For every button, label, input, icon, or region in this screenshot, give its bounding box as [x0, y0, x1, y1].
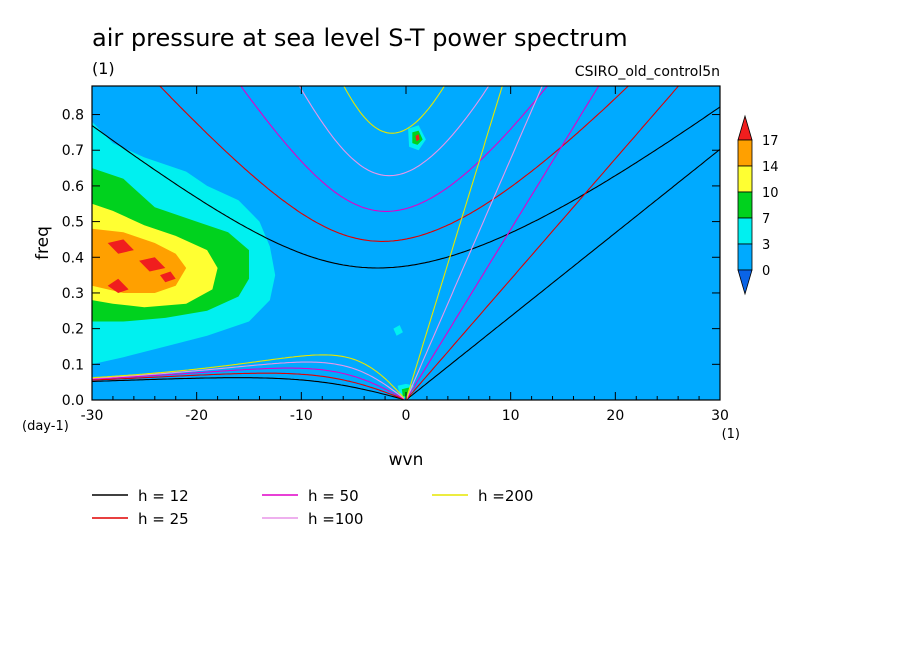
curve-group-4: [92, 86, 503, 400]
dispersion-curves: [92, 86, 720, 400]
power-region-6: [107, 278, 129, 293]
dispersion-curve-inertia-gravity-h12: [92, 106, 720, 269]
dispersion-curve-rossby-h12: [92, 377, 405, 400]
colorbar-arrow-top: [737, 114, 753, 141]
x-tick-label-5: 20: [606, 408, 624, 424]
dispersion-curve-rossby-h50: [92, 367, 405, 400]
x-axis-label: wvn: [389, 450, 424, 470]
colorbar-label-0: 17: [762, 134, 779, 149]
x-tick-label-6: 30: [711, 408, 729, 424]
y-tick-label-7: 0.7: [62, 143, 84, 159]
dispersion-curve-rossby-h200: [92, 354, 405, 399]
colorbar-label-2: 10: [762, 186, 779, 201]
x-tick-label-3: 0: [402, 408, 411, 424]
y-axis-label: freq: [33, 226, 53, 260]
curve-group-2: [92, 86, 600, 400]
legend-label-2: h = 50: [308, 487, 359, 505]
dispersion-curve-kelvin-h200: [405, 86, 503, 400]
dispersion-curve-rossby-h25: [92, 372, 405, 400]
x-tick-label-2: -10: [290, 408, 313, 424]
power-contours: [92, 121, 426, 399]
dispersion-curve-inertia-gravity-h50: [240, 86, 548, 212]
power-region-4: [107, 239, 134, 254]
source-label: CSIRO_old_control5n: [575, 64, 720, 80]
power-region-10: [415, 134, 420, 142]
y-tick-label-8: 0.8: [62, 108, 84, 124]
legend: h = 12 h = 25 h = 50 h =100 h =200: [92, 487, 533, 528]
y-tick-label-6: 0.6: [62, 179, 84, 195]
colorbar-swatch-0: [737, 139, 753, 167]
colorbar-swatch-4: [737, 243, 753, 271]
colorbar-swatch-1: [737, 165, 753, 193]
x-tick-label-4: 10: [502, 408, 520, 424]
power-region-13: [393, 325, 403, 336]
y-tick-label-3: 0.3: [62, 286, 84, 302]
x-axis-units: (1): [722, 427, 740, 442]
curve-group-1: [92, 86, 680, 400]
power-region-7: [160, 271, 176, 283]
colorbar: 17 14 10 7 3 0: [737, 114, 779, 296]
legend-label-4: h =200: [478, 487, 533, 505]
colorbar-arrow-bottom: [737, 269, 753, 296]
colorbar-label-3: 7: [762, 212, 770, 227]
y-tick-label-4: 0.4: [62, 250, 84, 266]
y-tick-label-1: 0.1: [62, 357, 84, 373]
legend-label-0: h = 12: [138, 487, 189, 505]
dispersion-curve-kelvin-h25: [405, 86, 680, 400]
colorbar-swatch-2: [737, 191, 753, 219]
x-tick-label-1: -20: [185, 408, 208, 424]
power-region-5: [139, 257, 166, 272]
y-axis-units: (day-1): [22, 419, 69, 434]
curve-group-3: [92, 86, 543, 400]
colorbar-label-1: 14: [762, 160, 779, 175]
legend-label-3: h =100: [308, 510, 363, 528]
curve-group-0: [92, 106, 720, 400]
dispersion-curve-inertia-gravity-h25: [159, 86, 630, 242]
y-tick-label-0: 0.0: [62, 393, 84, 409]
colorbar-label-5: 0: [762, 264, 770, 279]
x-tick-label-0: -30: [81, 408, 104, 424]
dispersion-curve-kelvin-h50: [405, 86, 600, 400]
dispersion-curve-inertia-gravity-h100: [298, 86, 490, 177]
y-tick-label-5: 0.5: [62, 215, 84, 231]
dispersion-curve-rossby-h100: [92, 361, 405, 399]
axes: -30 -20 -10 0 10 20 30 0.0 0.1 0.2 0.3 0.4 0.5 0.6 0.7…: [62, 86, 729, 424]
colorbar-swatch-3: [737, 217, 753, 245]
dispersion-curve-kelvin-h100: [405, 86, 543, 400]
chart-title: air pressure at sea level S-T power spec…: [92, 24, 628, 52]
chart-units: (1): [92, 59, 115, 78]
y-tick-label-2: 0.2: [62, 322, 84, 338]
legend-label-1: h = 25: [138, 510, 189, 528]
dispersion-curve-kelvin-h12: [405, 148, 720, 400]
colorbar-label-4: 3: [762, 238, 770, 253]
dispersion-curve-inertia-gravity-h200: [343, 86, 446, 134]
